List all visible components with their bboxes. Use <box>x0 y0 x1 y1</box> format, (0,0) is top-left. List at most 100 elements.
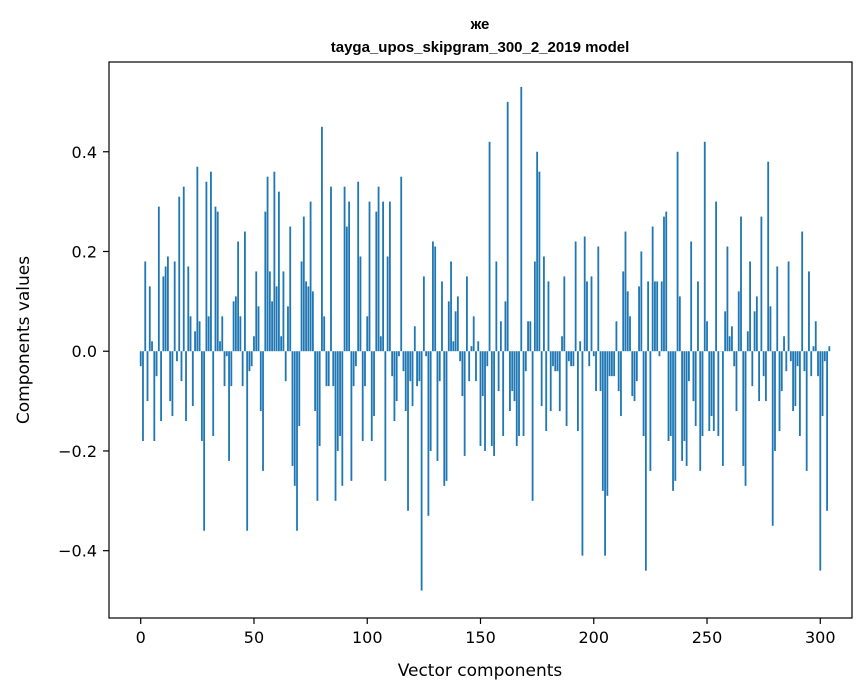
bar-296 <box>810 351 813 377</box>
bar-280 <box>774 351 776 451</box>
bar-5 <box>151 341 153 352</box>
bar-49 <box>250 351 253 367</box>
x-axis-label: Vector components <box>398 661 563 681</box>
bar-21 <box>187 266 190 352</box>
bar-106 <box>379 336 382 352</box>
bar-43 <box>237 241 240 352</box>
bar-1 <box>142 351 144 441</box>
bar-219 <box>635 351 638 382</box>
bar-30 <box>207 316 210 352</box>
bar-222 <box>642 351 645 436</box>
x-tick-label: 200 <box>578 628 609 647</box>
bar-54 <box>262 351 264 471</box>
bar-152 <box>484 351 486 451</box>
bar-15 <box>173 261 176 352</box>
bar-255 <box>717 351 720 436</box>
bar-19 <box>182 186 185 352</box>
bar-283 <box>780 351 783 392</box>
bar-78 <box>316 351 319 501</box>
bar-239 <box>681 351 684 461</box>
bar-184 <box>556 351 559 372</box>
bar-130 <box>434 246 437 352</box>
bar-213 <box>622 271 625 352</box>
bar-144 <box>466 276 468 352</box>
bar-214 <box>624 231 627 352</box>
bar-269 <box>749 261 751 352</box>
bar-150 <box>479 351 482 446</box>
bar-237 <box>676 151 679 352</box>
bar-139 <box>454 311 457 352</box>
bar-163 <box>509 351 511 412</box>
bar-233 <box>667 351 670 441</box>
bar-12 <box>166 256 169 352</box>
bar-134 <box>443 351 446 486</box>
bar-231 <box>663 216 665 352</box>
bar-276 <box>765 351 767 402</box>
bar-166 <box>515 351 518 446</box>
bar-127 <box>427 351 430 516</box>
bar-62 <box>280 336 283 352</box>
bar-34 <box>216 211 219 352</box>
y-tick-label: 0.0 <box>72 342 97 361</box>
bar-147 <box>472 316 475 352</box>
bar-3 <box>146 351 149 402</box>
x-tick-label: 300 <box>805 628 836 647</box>
bar-217 <box>631 351 634 397</box>
bar-282 <box>778 351 781 431</box>
bar-97 <box>359 256 362 352</box>
bar-83 <box>327 351 330 387</box>
chart-title: же <box>470 16 490 33</box>
bar-169 <box>522 351 525 436</box>
bar-265 <box>740 216 742 352</box>
bar-13 <box>169 351 172 402</box>
bar-37 <box>223 351 226 387</box>
bar-120 <box>411 351 414 407</box>
bar-263 <box>735 351 738 412</box>
bar-260 <box>728 336 731 352</box>
bar-65 <box>287 306 289 352</box>
bar-186 <box>561 336 563 352</box>
bar-205 <box>604 351 606 556</box>
bar-101 <box>368 201 371 352</box>
bar-221 <box>640 251 643 352</box>
bar-290 <box>796 351 799 367</box>
bar-116 <box>402 351 405 372</box>
bar-104 <box>375 211 378 352</box>
bar-140 <box>456 296 459 352</box>
bar-271 <box>753 311 756 352</box>
bar-23 <box>191 351 194 407</box>
bar-135 <box>445 351 448 481</box>
bar-238 <box>678 296 681 352</box>
y-axis-ticks: −0.4 −0.2 0.0 0.2 0.4 <box>58 143 109 561</box>
bar-89 <box>341 351 344 486</box>
bar-108 <box>384 351 387 481</box>
bar-9 <box>160 351 162 422</box>
bar-56 <box>266 176 269 352</box>
y-tick-label: −0.4 <box>58 542 97 561</box>
bar-138 <box>452 341 455 352</box>
bar-176 <box>538 171 541 352</box>
bar-38 <box>225 351 228 357</box>
bar-268 <box>746 331 749 352</box>
bar-81 <box>323 316 326 352</box>
bar-226 <box>651 226 654 352</box>
bar-113 <box>395 351 398 402</box>
bar-137 <box>450 261 452 352</box>
bar-208 <box>610 351 613 377</box>
bar-181 <box>549 351 552 412</box>
bar-223 <box>644 351 647 571</box>
bar-159 <box>499 321 502 352</box>
bar-14 <box>171 351 174 417</box>
bar-10 <box>162 276 165 352</box>
bar-192 <box>574 241 577 352</box>
bar-198 <box>588 351 591 367</box>
bar-141 <box>459 351 462 362</box>
bar-32 <box>212 351 215 436</box>
bar-171 <box>527 321 529 352</box>
bar-289 <box>794 351 797 407</box>
bar-124 <box>420 351 423 591</box>
bar-76 <box>311 291 314 352</box>
plot-frame <box>108 61 853 619</box>
bar-41 <box>232 301 235 352</box>
